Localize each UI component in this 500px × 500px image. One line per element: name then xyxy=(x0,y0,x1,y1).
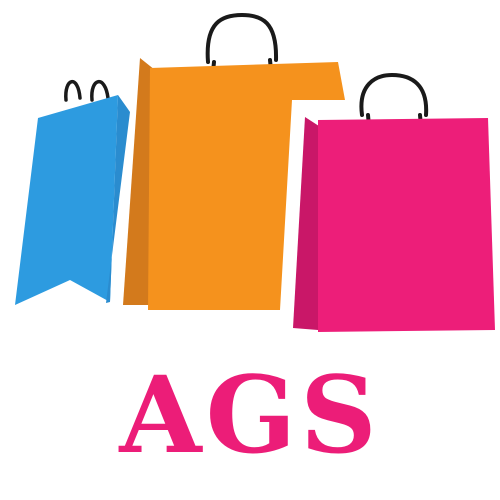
pink-bag-front xyxy=(318,118,495,332)
orange-bag-side xyxy=(123,58,155,305)
blue-bag-front xyxy=(15,95,118,305)
blue-shopping-bag-icon xyxy=(15,80,130,305)
shopping-bags-graphic xyxy=(15,12,495,332)
pink-bag-side xyxy=(293,117,322,330)
blue-bag-side xyxy=(106,95,130,303)
brand-name: AGS xyxy=(119,352,381,477)
orange-bag-front xyxy=(148,62,345,310)
pink-shopping-bag-icon xyxy=(293,72,495,332)
orange-shopping-bag-icon xyxy=(123,12,345,310)
